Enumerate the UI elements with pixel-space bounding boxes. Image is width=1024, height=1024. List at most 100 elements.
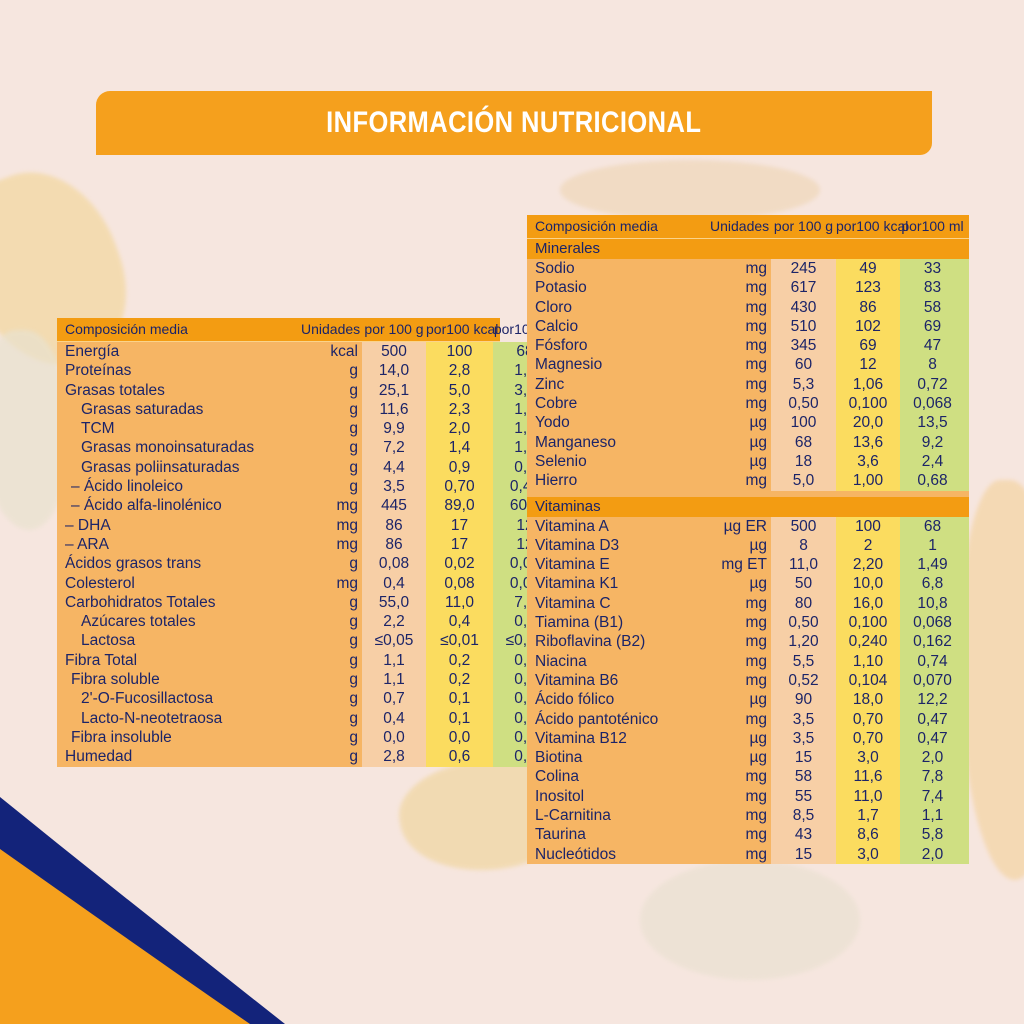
value-per100g: 11,0 (788, 556, 819, 574)
nutrient-unit: mg (745, 395, 767, 413)
nutrient-unit: g (349, 728, 358, 746)
table-body: Energía kcal 500 100 68 Proteínas g 14,0 2,8 1,9 G… (57, 342, 557, 767)
value-per100ml: 0,74 (917, 652, 948, 670)
nutrient-name: Fibra Total (65, 651, 138, 669)
value-per100g: 445 (381, 497, 407, 515)
nutrient-name: Fibra soluble (71, 671, 160, 689)
per100ml-column-bg (900, 516, 969, 864)
nutrient-unit: mg (745, 652, 767, 670)
table-row: Ácidos grasos trans g 0,08 0,02 0,01 (57, 554, 540, 573)
nutrient-unit: µg (749, 749, 767, 767)
table-row: Grasas saturadas g 11,6 2,3 1,6 (57, 400, 536, 419)
nutrient-unit: mg (745, 298, 767, 316)
value-per100g: 1,1 (383, 651, 405, 669)
table-row: Niacina mg 5,5 1,10 0,74 (527, 652, 969, 671)
value-per100g: 500 (790, 517, 817, 535)
nutrient-name: Proteínas (65, 362, 132, 380)
nutrient-name: Colina (535, 768, 579, 786)
nutrient-name: TCM (81, 420, 115, 438)
table-row: Selenio µg 18 3,6 2,4 (527, 452, 969, 471)
value-per100kcal: 0,100 (848, 395, 888, 413)
nutrient-unit: mg (745, 710, 767, 728)
nutrient-unit: g (349, 632, 358, 650)
value-per100g: ≤0,05 (374, 632, 414, 650)
value-per100ml: 10,8 (917, 594, 948, 612)
per100g-column-bg (771, 259, 836, 491)
per100g-column-bg (362, 342, 426, 767)
table-row: – Ácido alfa-linolénico mg 445 89,0 60,1 (57, 496, 540, 515)
table-row: Vitamina K1 µg 50 10,0 6,8 (527, 574, 969, 593)
value-per100kcal: 0,1 (448, 690, 471, 708)
nutrient-name: Azúcares totales (81, 613, 196, 631)
nutrient-unit: mg (336, 497, 358, 515)
header-units: Unidades (301, 320, 361, 337)
table-row: Vitamina A µg ER 500 100 68 (527, 517, 969, 536)
nutrient-unit: mg (745, 633, 767, 651)
nutrient-name: Magnesio (535, 356, 603, 374)
nutrient-unit: mg (745, 375, 767, 393)
nutrient-name: Niacina (535, 652, 587, 670)
value-per100g: 345 (790, 337, 817, 355)
per100ml-column-bg (900, 259, 969, 491)
nutrient-name: Riboflavina (B2) (535, 633, 646, 651)
value-per100kcal: 100 (855, 517, 881, 535)
value-per100ml: 2,4 (921, 452, 944, 470)
value-per100g: 8,5 (792, 807, 815, 825)
nutrient-name: – Ácido alfa-linolénico (71, 497, 222, 515)
value-per100kcal: 100 (446, 343, 473, 360)
nutrient-unit: mg (745, 768, 767, 786)
value-per100kcal: 1,4 (448, 439, 471, 457)
header-per100ml: por100 ml (901, 217, 964, 234)
value-per100kcal: 0,6 (448, 748, 471, 766)
nutrient-unit: g (349, 439, 358, 457)
value-per100ml: 8 (928, 356, 937, 374)
nutrient-unit: g (349, 593, 358, 611)
value-per100g: 11,6 (379, 400, 409, 418)
value-per100kcal: 0,9 (448, 458, 471, 476)
nutrient-name: Lactosa (81, 632, 136, 650)
value-per100kcal: 49 (859, 260, 877, 277)
value-per100kcal: 5,0 (448, 381, 471, 399)
value-per100kcal: 17 (450, 535, 469, 553)
nutrient-unit: µg ER (723, 517, 767, 535)
value-per100ml: 2,0 (921, 845, 944, 863)
nutrient-unit: g (349, 400, 358, 418)
table-row: Vitamina D3 µg 8 2 1 (527, 536, 969, 555)
value-per100kcal: 18,0 (852, 691, 884, 709)
value-per100ml: 0,068 (913, 614, 952, 632)
value-per100kcal: 0,2 (448, 651, 471, 669)
label-column-bg (527, 516, 771, 864)
table-row: Energía kcal 500 100 68 (57, 342, 534, 361)
value-per100g: 5,0 (792, 472, 815, 490)
per100kcal-column-bg (836, 516, 900, 864)
value-per100ml: 12,2 (917, 691, 948, 709)
label-column-bg (527, 259, 771, 491)
nutrient-unit: µg (749, 536, 767, 554)
value-per100ml: 7,4 (921, 787, 944, 805)
table-row: Colina mg 58 11,6 7,8 (527, 767, 969, 786)
table-row: Tiamina (B1) mg 0,50 0,100 0,068 (527, 613, 969, 632)
table-row: Carbohidratos Totales g 55,0 11,0 7,4 (57, 593, 536, 612)
table-row: Biotina µg 15 3,0 2,0 (527, 748, 969, 767)
table-row: Sodio mg 245 49 33 (527, 259, 969, 278)
background-food-shape (960, 480, 1024, 880)
background-food-shape (560, 160, 820, 220)
nutrient-unit: g (349, 709, 358, 727)
nutrient-name: Lacto-N-neotetraosa (81, 709, 223, 727)
header-units: Unidades (710, 217, 770, 234)
section-header-minerals: Minerales (527, 239, 969, 259)
value-per100kcal: 2,8 (448, 362, 471, 380)
minerals-body: Sodio mg 245 49 33 Potasio mg 617 123 83 Cloro mg 43… (527, 259, 969, 491)
nutrient-unit: kcal (330, 343, 358, 360)
value-per100ml: 83 (923, 279, 942, 297)
background-food-shape (640, 860, 860, 980)
table-row: Cloro mg 430 86 58 (527, 298, 969, 317)
nutrient-name: Humedad (65, 748, 133, 766)
nutrient-unit: g (349, 381, 358, 399)
table-row: Humedad g 2,8 0,6 0,4 (57, 747, 536, 766)
value-per100ml: 1 (928, 536, 937, 554)
value-per100kcal: 123 (855, 279, 881, 297)
value-per100g: 2,8 (383, 748, 405, 766)
nutrient-unit: mg (745, 787, 767, 805)
value-per100g: 4,4 (383, 458, 405, 476)
